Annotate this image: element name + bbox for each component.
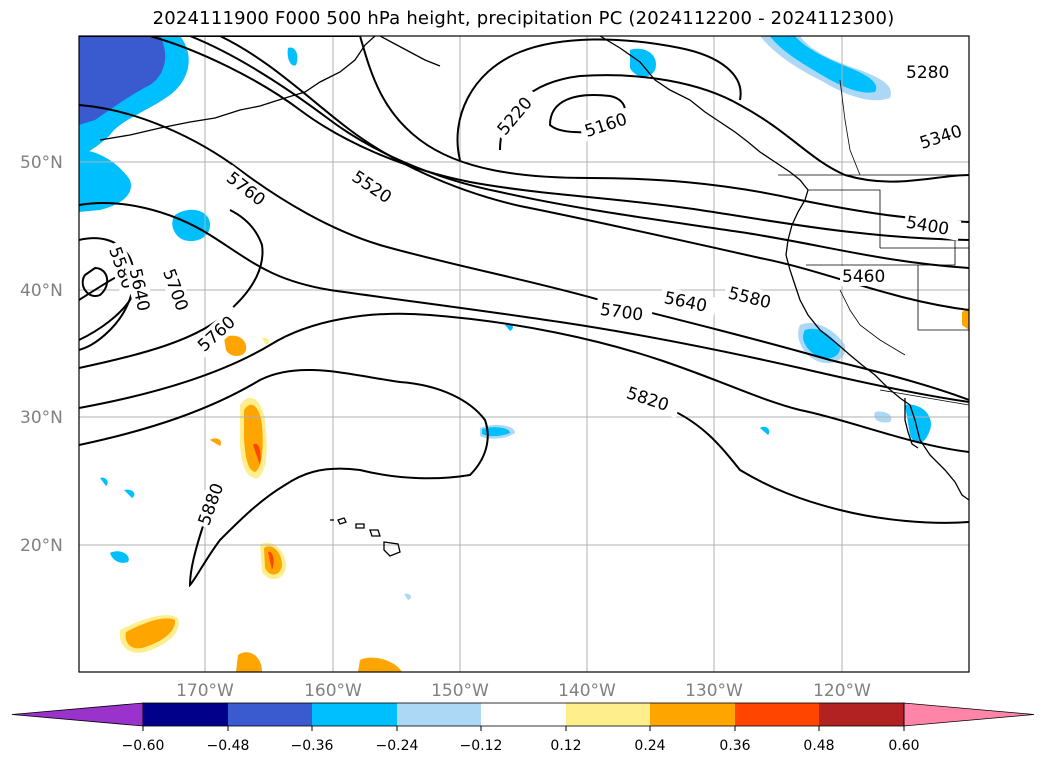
lon-labels: 170°W 160°W 150°W 140°W 130°W 120°W [176,681,871,701]
map-frame [78,35,970,673]
colorbar-segment-9 [819,703,904,726]
precip-positive-areas [119,308,969,672]
colorbar-segment-3 [312,703,397,726]
lon-label: 130°W [685,681,743,701]
colorbar-tick-label: 0.24 [634,738,665,754]
precip-negative-areas [79,36,931,600]
lon-label: 150°W [431,681,489,701]
colorbar-segment-8 [735,703,819,726]
lat-label: 20°N [20,536,63,556]
height-contours [79,36,969,588]
lon-label: 120°W [813,681,871,701]
colorbar-segment-1 [143,703,228,726]
colorbar-tick-label: −0.60 [122,738,165,754]
colorbar: −0.60 −0.48 −0.36 −0.24 −0.12 0.12 0.24 … [11,702,1035,754]
colorbar-tick-label: 0.60 [888,738,919,754]
lon-label: 170°W [176,681,234,701]
colorbar-tick-label: 0.48 [803,738,834,754]
colorbar-tick-label: −0.12 [460,738,503,754]
colorbar-tick-label: −0.36 [291,738,334,754]
lon-label: 140°W [558,681,616,701]
colorbar-segment-6 [566,703,650,726]
colorbar-tick-label: 0.12 [550,738,581,754]
state-borders [778,79,969,406]
colorbar-segment-0 [11,702,144,727]
colorbar-segment-7 [650,703,735,726]
lat-label: 30°N [20,408,63,428]
contour-label: 5460 [842,267,885,287]
lat-labels: 50°N 40°N 30°N 20°N [20,153,63,556]
colorbar-frame [142,702,905,727]
colorbar-tick-label: 0.36 [719,738,750,754]
contour-label: 5280 [906,63,949,83]
lon-label: 160°W [304,681,362,701]
map-title: 2024111900 F000 500 hPa height, precipit… [152,8,895,29]
colorbar-segment-10 [903,702,1035,727]
colorbar-segment-4 [397,703,481,726]
lat-label: 40°N [20,281,63,301]
colorbar-segment-2 [228,703,312,726]
lat-label: 50°N [20,153,63,173]
colorbar-tick-label: −0.24 [376,738,419,754]
colorbar-segment-5 [481,703,566,726]
colorbar-tick-label: −0.48 [207,738,250,754]
